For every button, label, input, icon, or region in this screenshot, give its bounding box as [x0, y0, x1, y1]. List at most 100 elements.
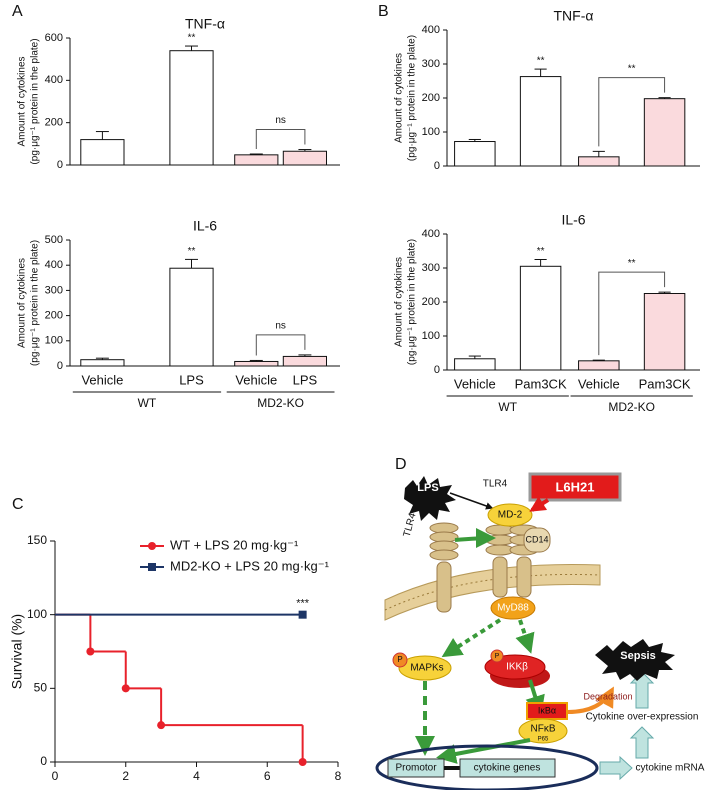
point	[298, 758, 307, 766]
bar	[454, 141, 496, 167]
point	[148, 542, 156, 550]
y-tick-label: 300	[422, 58, 440, 70]
bracket	[255, 334, 306, 356]
y-tick-label: 200	[422, 296, 440, 308]
y-tick-label: 400	[422, 24, 440, 36]
x-axis-label: Days	[181, 788, 213, 790]
block-arrow	[629, 671, 655, 709]
y-axis-label: Amount of cytokines	[17, 258, 28, 348]
mapks-shape	[398, 655, 452, 681]
x-tick-label: 2	[122, 769, 129, 783]
diagram-label: MD-2	[498, 510, 523, 521]
y-tick-label: 0	[40, 754, 47, 768]
y-tick-label: 0	[57, 360, 63, 372]
diagram-label: IκBα	[538, 705, 556, 715]
bar	[80, 359, 125, 367]
y-tick-label: 400	[45, 74, 63, 86]
nfkb-shape	[518, 718, 568, 744]
bracket-label: **	[628, 63, 636, 74]
y-tick-label: 200	[422, 92, 440, 104]
bar-label: **	[537, 56, 545, 67]
diagram-label: IKKβ	[506, 662, 528, 673]
phospho-circle	[392, 652, 408, 668]
x-tick-label: Vehicle	[578, 376, 620, 391]
bar	[578, 156, 620, 167]
point	[121, 684, 130, 693]
phospho-circle	[490, 649, 504, 663]
diagram-label: CD14	[525, 534, 548, 544]
tlr4-left-receptor	[429, 522, 459, 613]
point	[298, 610, 307, 619]
bar	[519, 76, 562, 167]
y-tick-label: 500	[45, 234, 63, 246]
group-label: MD2-KO	[608, 400, 655, 414]
bracket-label: ns	[275, 115, 286, 126]
bar	[454, 358, 496, 371]
y-tick-label: 0	[434, 364, 440, 376]
y-axis-label: Amount of cytokines	[17, 56, 28, 146]
membrane-bilayer	[384, 573, 601, 611]
bar	[80, 139, 125, 166]
bar	[643, 293, 686, 371]
lps-arrow	[449, 492, 494, 510]
dashed-arrow	[441, 618, 502, 658]
annotation: ***	[296, 598, 310, 610]
bar	[234, 360, 279, 367]
diagram-label: P	[495, 653, 500, 660]
diagram-label: cytokine genes	[474, 763, 541, 774]
y-tick-label: 300	[45, 284, 63, 296]
legend-label: WT + LPS 20 mg·kg⁻¹	[170, 537, 299, 552]
bar	[578, 360, 620, 371]
x-tick-label: 6	[264, 769, 271, 783]
bracket	[598, 77, 666, 147]
y-tick-label: 100	[422, 330, 440, 342]
diagram-label: Promotor	[395, 763, 437, 774]
bracket-label: ns	[275, 321, 286, 332]
diagram-label: L6H21	[555, 479, 594, 494]
x-tick-label: 8	[335, 769, 342, 783]
x-tick-label: Vehicle	[81, 372, 123, 387]
point	[148, 563, 156, 571]
panel-letter: C	[12, 496, 24, 513]
diagram-label: TLR4	[402, 511, 419, 538]
y-tick-label: 50	[34, 681, 48, 695]
bar-label: **	[537, 246, 545, 257]
x-tick-label: Vehicle	[454, 376, 496, 391]
y-tick-label: 300	[422, 262, 440, 274]
y-tick-label: 400	[45, 259, 63, 271]
y-tick-label: 200	[45, 310, 63, 322]
block-arrow	[599, 755, 633, 781]
panel-letter: A	[12, 3, 23, 20]
x-tick-label: Pam3CK	[639, 376, 691, 391]
legend-label: MD2-KO + LPS 20 mg·kg⁻¹	[170, 558, 330, 573]
y-tick-label: 200	[45, 117, 63, 129]
diagram-label: NFκB	[531, 724, 556, 735]
diagram-label: TLR4	[483, 479, 508, 490]
bar-label: **	[188, 246, 196, 257]
x-tick-label: Pam3CK	[515, 376, 567, 391]
diagram-label: P	[397, 655, 402, 664]
y-axis-label: (pg·μg⁻¹ protein in the plate)	[30, 38, 41, 164]
group-label: WT	[138, 396, 157, 410]
chart-title: TNF-α	[185, 16, 225, 32]
diagram-label: LPS	[417, 482, 438, 494]
chart-title: IL-6	[561, 212, 585, 228]
genes-box	[459, 758, 556, 778]
x-tick-label: LPS	[179, 372, 204, 387]
bar	[282, 150, 327, 166]
green-arrow	[454, 528, 496, 549]
bar	[169, 50, 214, 166]
y-axis-label: (pg·μg⁻¹ protein in the plate)	[407, 35, 418, 161]
diagram-label: P65	[538, 737, 549, 743]
md2-shape	[487, 503, 533, 527]
group-label: WT	[498, 400, 517, 414]
diagram-label: MAPKs	[410, 663, 443, 674]
myd88-shape	[490, 596, 536, 620]
bar	[519, 265, 562, 371]
lps-burst	[404, 476, 456, 521]
y-tick-label: 0	[434, 160, 440, 172]
y-tick-label: 100	[422, 126, 440, 138]
y-axis-label: Amount of cytokines	[394, 53, 405, 143]
